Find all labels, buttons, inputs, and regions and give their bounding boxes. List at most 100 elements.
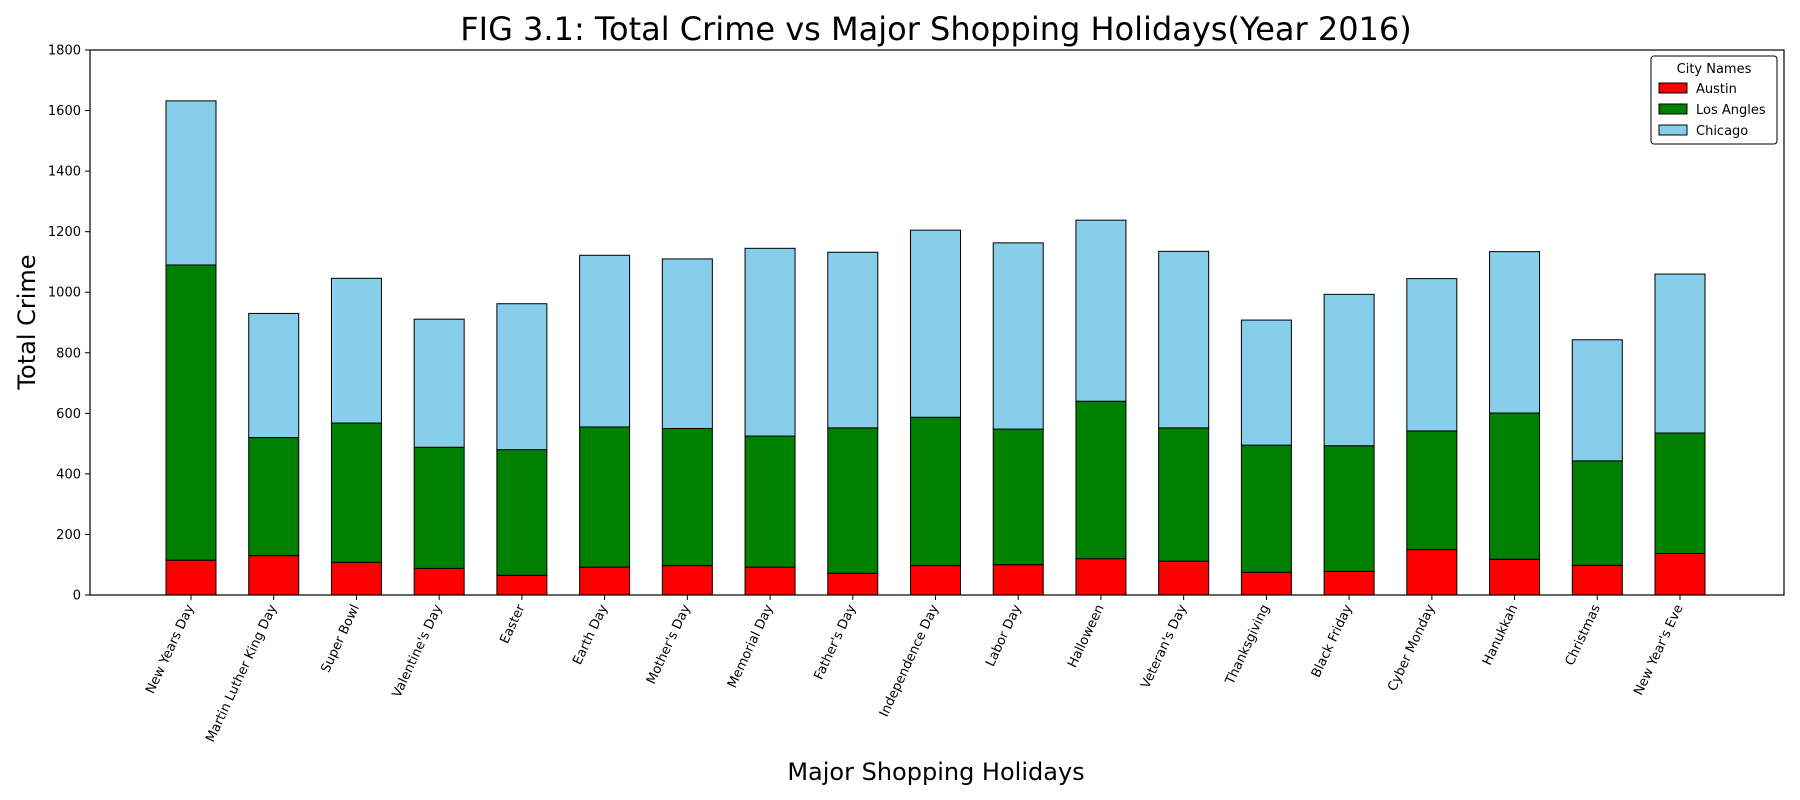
bar-segment-austin [1075,558,1127,596]
bar-segment-los-angles [413,446,465,569]
bar-segment-chicago [1323,293,1375,447]
legend-swatch-los-angles [1658,103,1688,115]
x-tick-label: Hanukkah [1480,602,1521,667]
bar-segment-los-angles [496,449,548,576]
bar-segment-los-angles [1075,400,1127,560]
y-axis-label: Total Crime [13,254,41,390]
bar-segment-austin [1654,553,1706,596]
bar-segment-chicago [330,277,382,424]
bar-segment-austin [661,565,713,596]
x-axis-label: Major Shopping Holidays [787,758,1084,786]
bar-segment-chicago [910,229,961,418]
bar-segment-chicago [1158,250,1210,429]
bar-segment-chicago [827,251,879,429]
bar-segment-chicago [1075,219,1127,402]
y-axis: 0 200 400 600 800 1000 1200 1400 1600 1800 [48,44,90,604]
bar-segment-los-angles [661,427,713,567]
legend-swatch-austin [1658,82,1688,94]
x-tick-label: Super Bowl [318,602,363,675]
y-tick-label: 600 [56,407,81,422]
bar-segment-austin [1240,571,1292,596]
y-tick-label: 400 [56,467,81,482]
x-tick-label: Earth Day [570,602,611,667]
bar-segment-los-angles [248,437,300,557]
bar-segment-austin [1489,558,1541,596]
legend-box [1650,55,1778,145]
bar-segment-austin [744,566,796,596]
bar-segment-los-angles [1654,432,1706,555]
chart-title: FIG 3.1: Total Crime vs Major Shopping H… [460,10,1412,48]
bar-segment-chicago [1654,273,1706,434]
bar-segment-los-angles [1406,430,1458,551]
bar-segment-austin [1323,570,1375,596]
bar-segment-chicago [579,254,631,428]
x-tick-label: Black Friday [1309,602,1356,680]
bar-segment-austin [1158,560,1210,596]
x-tick-label: Cyber Monday [1385,602,1438,694]
bar-segment-los-angles [579,426,631,568]
x-tick-label: New Years Day [143,602,198,696]
bar-segment-chicago [1406,278,1458,432]
bar-segment-austin [330,561,382,596]
y-tick-label: 1600 [48,104,81,119]
bar-segment-chicago [413,318,465,448]
x-tick-label: Independence Day [877,602,942,719]
x-tick-label: Father's Day [812,602,860,682]
y-tick-label: 0 [73,589,81,604]
x-tick-label: Martin Luther King Day [203,602,280,745]
bar-segment-chicago [1240,319,1292,446]
y-tick-label: 800 [56,346,81,361]
bar-segment-austin [413,567,465,596]
legend: City Names Austin Los Angles Chicago [1650,55,1778,145]
bar-segment-austin [496,574,548,596]
y-tick-label: 200 [56,528,81,543]
y-tick-label: 1200 [48,225,81,240]
bar-segment-chicago [1489,251,1541,414]
y-tick-label: 1000 [48,286,81,301]
bar-segment-los-angles [1158,427,1210,562]
bar-segment-los-angles [1240,444,1292,573]
bar-segment-los-angles [1571,460,1623,566]
bar-segment-chicago [661,258,713,429]
x-tick-label: Easter [497,602,528,646]
x-tick-label: Memorial Day [725,602,777,690]
x-tick-label: New Year's Eve [1631,602,1686,698]
bar-segment-chicago [496,303,548,451]
bar-segment-austin [579,566,631,596]
bar-segment-chicago [992,242,1044,430]
bar-segment-austin [992,564,1044,596]
legend-swatch-chicago [1658,124,1688,136]
x-tick-label: Christmas [1563,602,1604,668]
bar-segment-los-angles [1489,412,1541,560]
bar-segment-chicago [1571,339,1623,462]
y-tick-label: 1800 [48,44,81,59]
bar-segment-chicago [248,312,300,439]
bar-segment-los-angles [744,435,796,568]
bar-segment-austin [910,565,961,596]
x-tick-label: Mother's Day [644,602,694,687]
bar-segment-los-angles [910,416,961,567]
bar-segment-los-angles [1323,445,1375,572]
bar-segment-los-angles [992,428,1044,566]
plot-frame [89,49,1785,596]
bars-group [165,100,1706,596]
bar-segment-austin [1406,549,1458,596]
bar-segment-los-angles [165,264,217,561]
x-axis: New Years Day Martin Luther King Day Super… [143,595,1687,745]
bar-segment-austin [827,572,879,596]
bar-segment-chicago [165,100,217,266]
legend-label: Austin [1696,82,1737,97]
x-tick-label: Valentine's Day [390,602,446,700]
y-tick-label: 1400 [48,165,81,180]
bar-segment-chicago [744,247,796,437]
bar-segment-los-angles [330,422,382,563]
bar-segment-austin [165,559,217,596]
x-tick-label: Veteran's Day [1138,602,1190,691]
legend-title: City Names [1677,62,1752,77]
x-tick-label: Labor Day [983,602,1025,669]
bar-segment-los-angles [827,427,879,574]
legend-label: Chicago [1696,124,1748,139]
bar-segment-austin [248,555,300,596]
